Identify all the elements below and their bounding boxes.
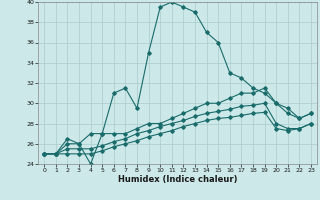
X-axis label: Humidex (Indice chaleur): Humidex (Indice chaleur)	[118, 175, 237, 184]
